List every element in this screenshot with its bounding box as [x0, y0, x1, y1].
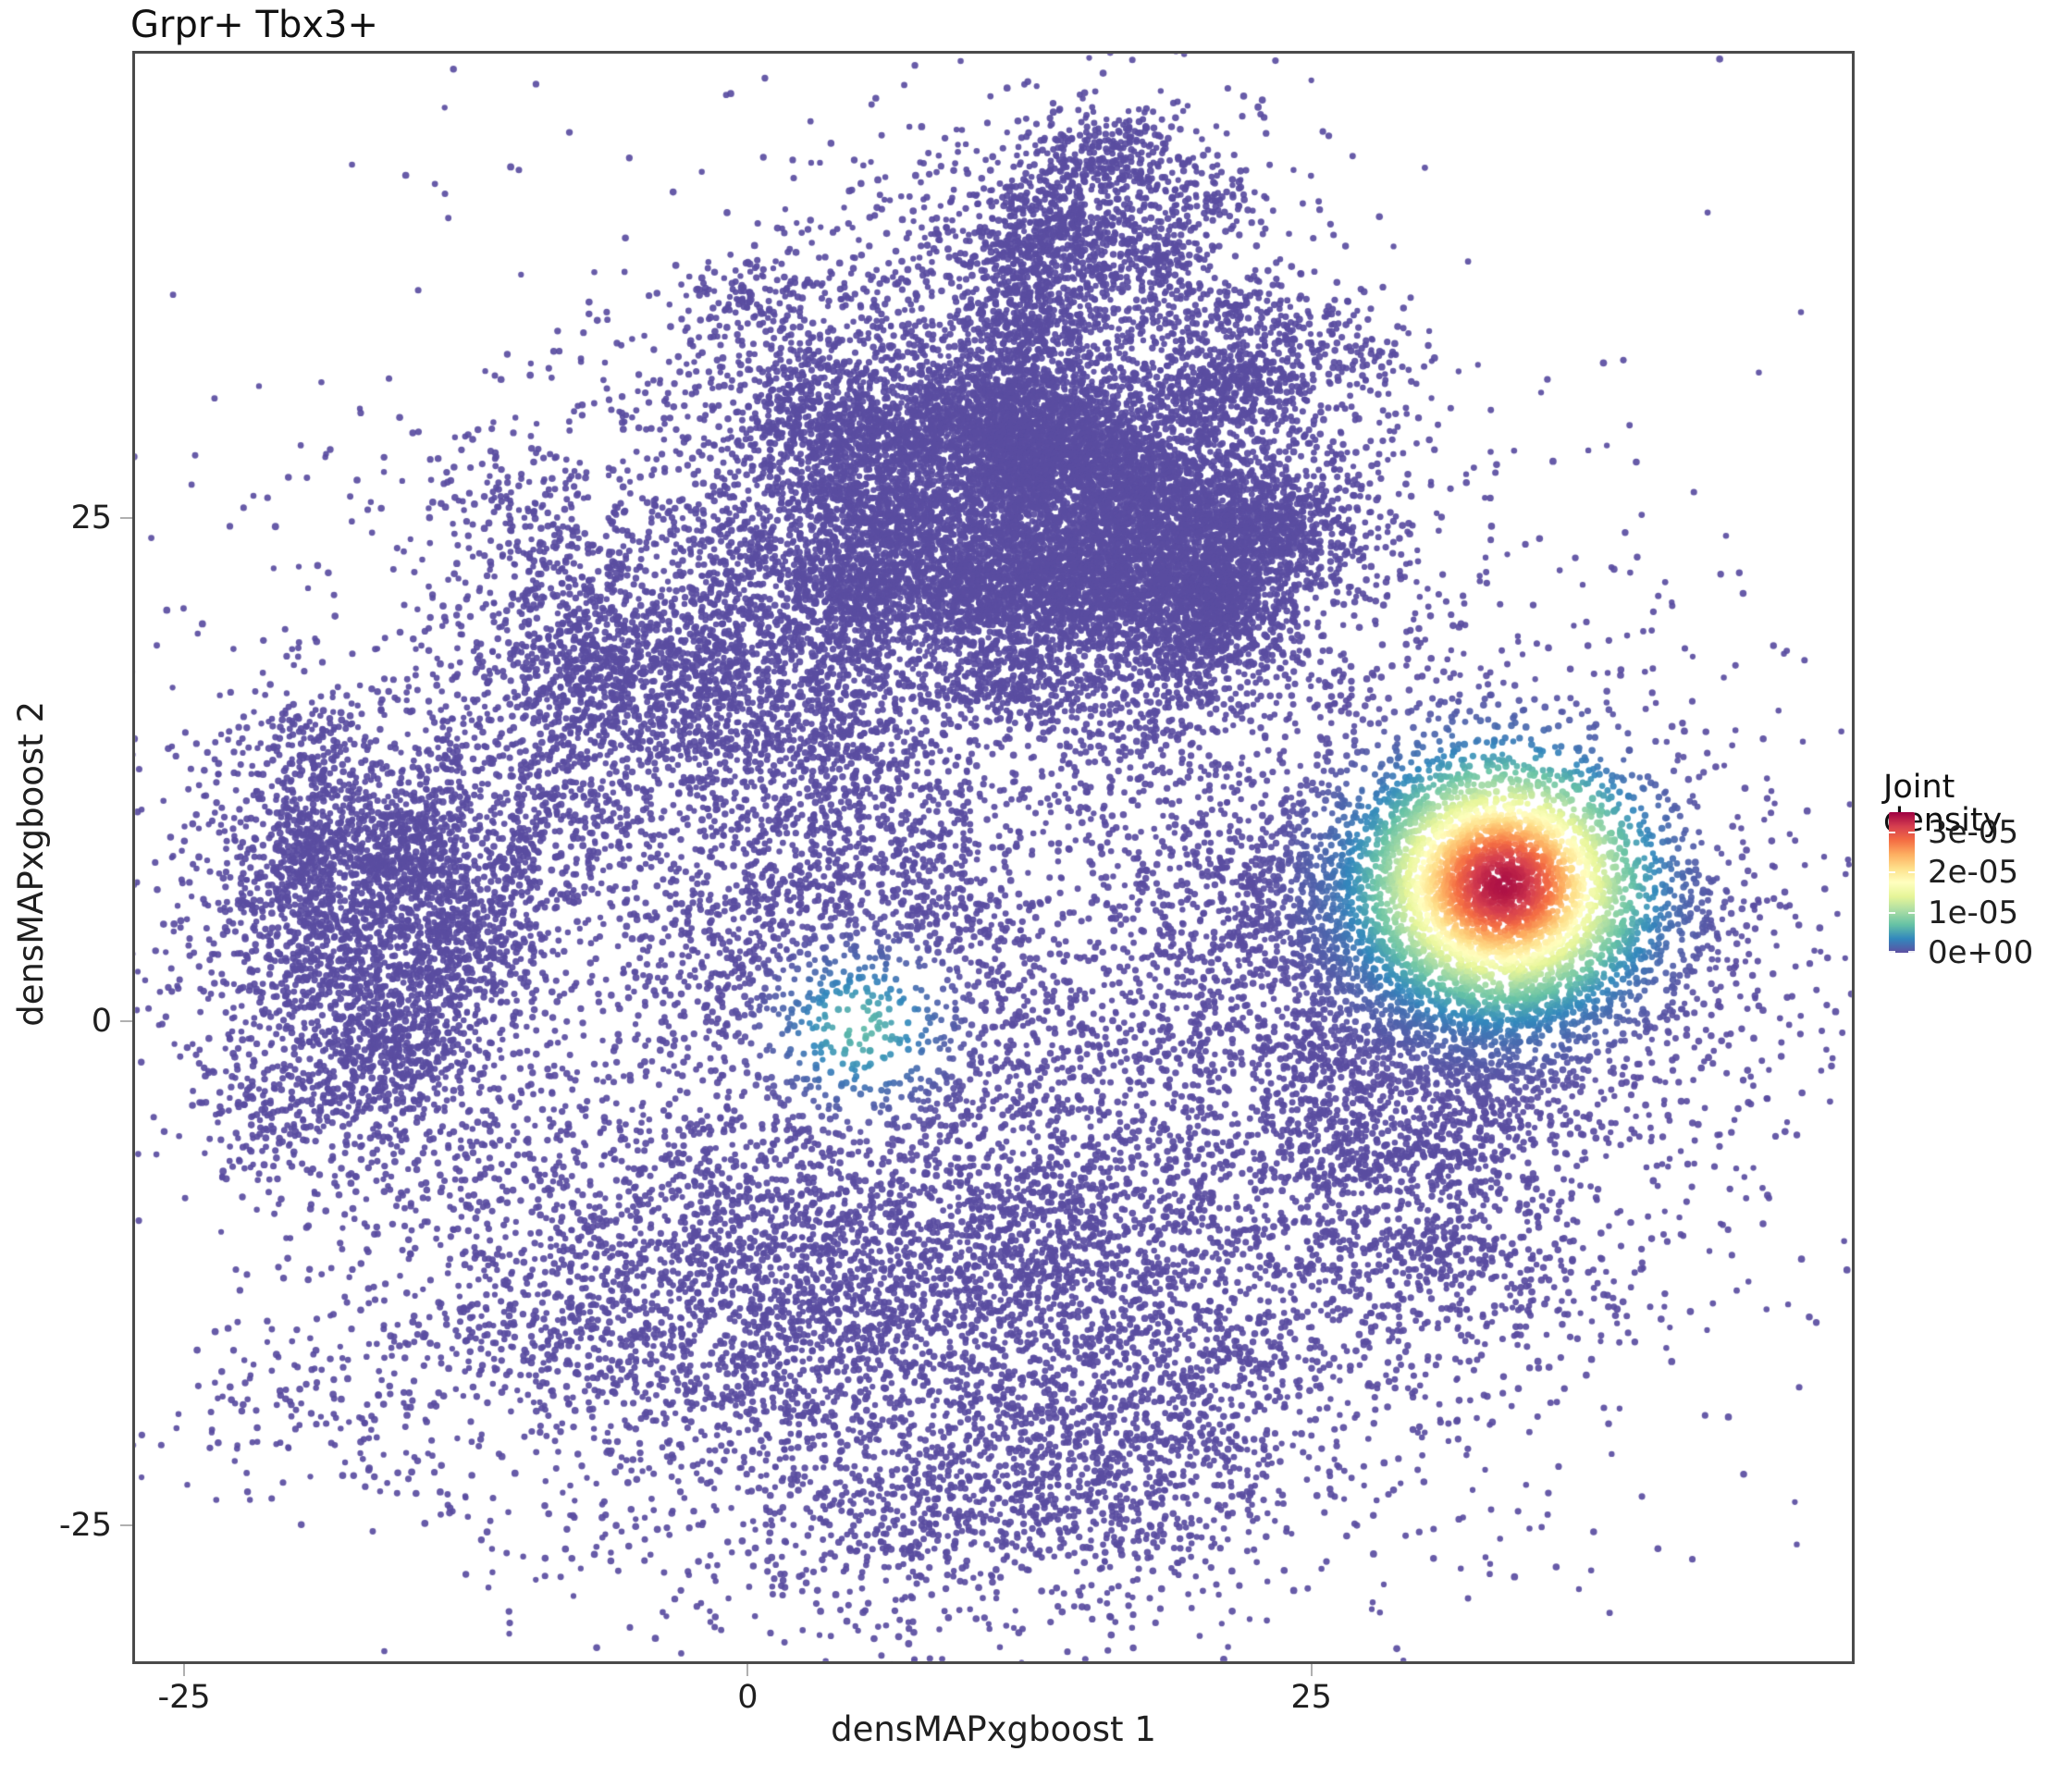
y-tick-mark	[120, 517, 132, 520]
colorbar-tick-mark	[1889, 951, 1895, 953]
x-axis-label: densMAPxgboost 1	[831, 1709, 1156, 1749]
colorbar	[1889, 812, 1915, 953]
colorbar-tick-mark	[1908, 831, 1915, 833]
legend: Joint density 3e-05 2e-05 1e-05 0e+00	[1883, 769, 2072, 971]
x-tick-mark	[183, 1664, 186, 1676]
colorbar-tick-mark	[1908, 871, 1915, 874]
colorbar-label: 0e+00	[1928, 934, 2034, 971]
y-tick-mark	[120, 1020, 132, 1023]
x-tick-label: 0	[737, 1679, 758, 1716]
colorbar-label: 1e-05	[1928, 894, 2019, 931]
y-tick-mark	[120, 1523, 132, 1526]
colorbar-tick-mark	[1889, 831, 1895, 833]
x-tick-mark	[746, 1664, 749, 1676]
legend-title: Joint density	[1883, 769, 2003, 839]
y-tick-label: 0	[91, 1003, 112, 1041]
y-tick-label: -25	[58, 1506, 112, 1544]
colorbar-tick-mark	[1908, 951, 1915, 953]
colorbar-tick-mark	[1889, 871, 1895, 874]
x-tick-mark	[1310, 1664, 1313, 1676]
colorbar-label: 2e-05	[1928, 854, 2019, 892]
colorbar-tick-mark	[1908, 911, 1915, 914]
x-tick-label: 25	[1290, 1679, 1332, 1716]
legend-body: 3e-05 2e-05 1e-05 0e+00	[1883, 812, 2072, 971]
y-tick-label: 25	[70, 500, 112, 537]
colorbar-tick-mark	[1889, 911, 1895, 914]
colorbar-label: 3e-05	[1928, 813, 2019, 851]
y-axis-label: densMAPxgboost 2	[11, 701, 51, 1027]
x-tick-label: -25	[157, 1679, 211, 1716]
